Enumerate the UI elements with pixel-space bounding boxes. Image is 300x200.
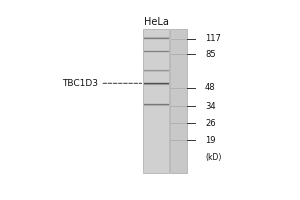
Text: 85: 85 (205, 50, 215, 59)
Text: 19: 19 (205, 136, 215, 145)
Bar (169, 29, 187, 173)
Text: HeLa: HeLa (144, 17, 169, 27)
Text: 26: 26 (205, 119, 215, 128)
Text: 48: 48 (205, 83, 215, 92)
Text: 34: 34 (205, 102, 215, 111)
Bar (143, 29, 169, 173)
Text: TBC1D3: TBC1D3 (62, 79, 98, 88)
Text: (kD): (kD) (205, 153, 221, 162)
Text: 117: 117 (205, 34, 221, 43)
